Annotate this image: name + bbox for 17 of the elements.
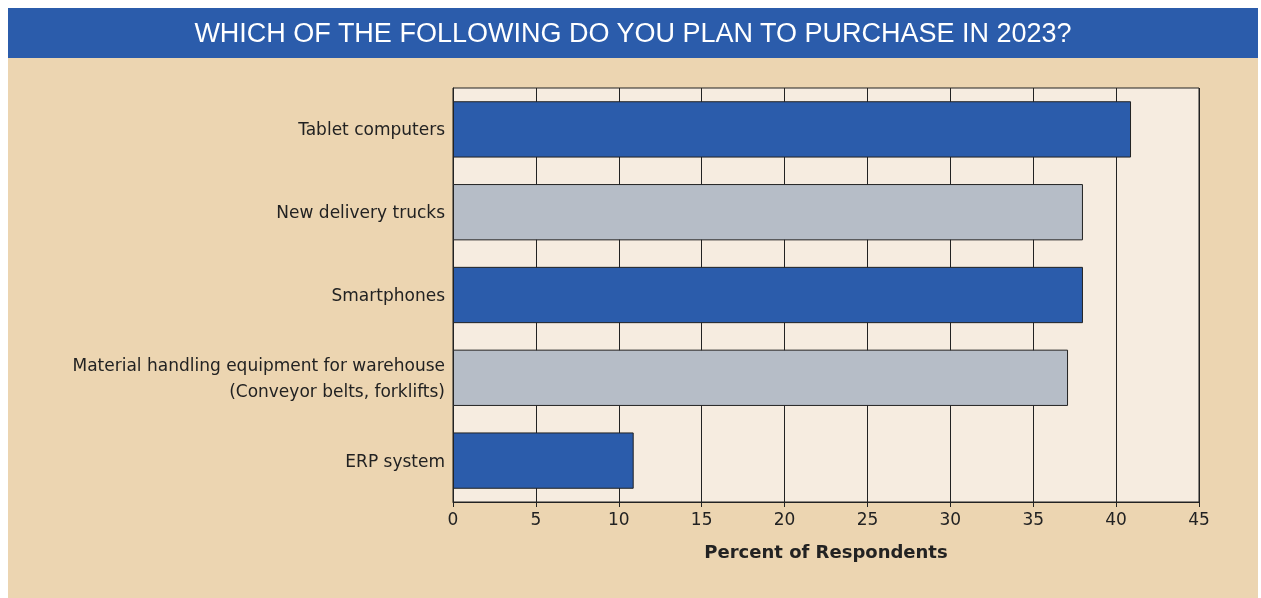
x-tick-label: 25 bbox=[856, 508, 879, 529]
x-tick-label: 20 bbox=[773, 508, 796, 529]
y-tick-label: Smartphones bbox=[331, 285, 446, 305]
y-tick-label: Material handling equipment for warehouse (Conveyor belts, forklifts) bbox=[72, 354, 445, 401]
chart-title: WHICH OF THE FOLLOWING DO YOU PLAN TO PURCHASE IN 2023? bbox=[8, 8, 1258, 58]
x-tick-label: 30 bbox=[939, 508, 962, 529]
y-tick-label: New delivery trucks bbox=[276, 202, 446, 223]
x-tick-label: 5 bbox=[530, 508, 542, 529]
x-axis-title: Percent of Respondents bbox=[704, 540, 948, 562]
x-tick-label: 35 bbox=[1022, 508, 1045, 529]
x-tick-label: 0 bbox=[447, 508, 459, 529]
y-tick-label: ERP system bbox=[345, 450, 445, 471]
x-tick-label: 15 bbox=[690, 508, 713, 529]
x-tick-label: 10 bbox=[607, 508, 630, 529]
x-tick-label: 40 bbox=[1105, 508, 1127, 529]
y-tick-label: Tablet computers bbox=[297, 119, 446, 140]
x-tick-label: 45 bbox=[1188, 508, 1210, 529]
